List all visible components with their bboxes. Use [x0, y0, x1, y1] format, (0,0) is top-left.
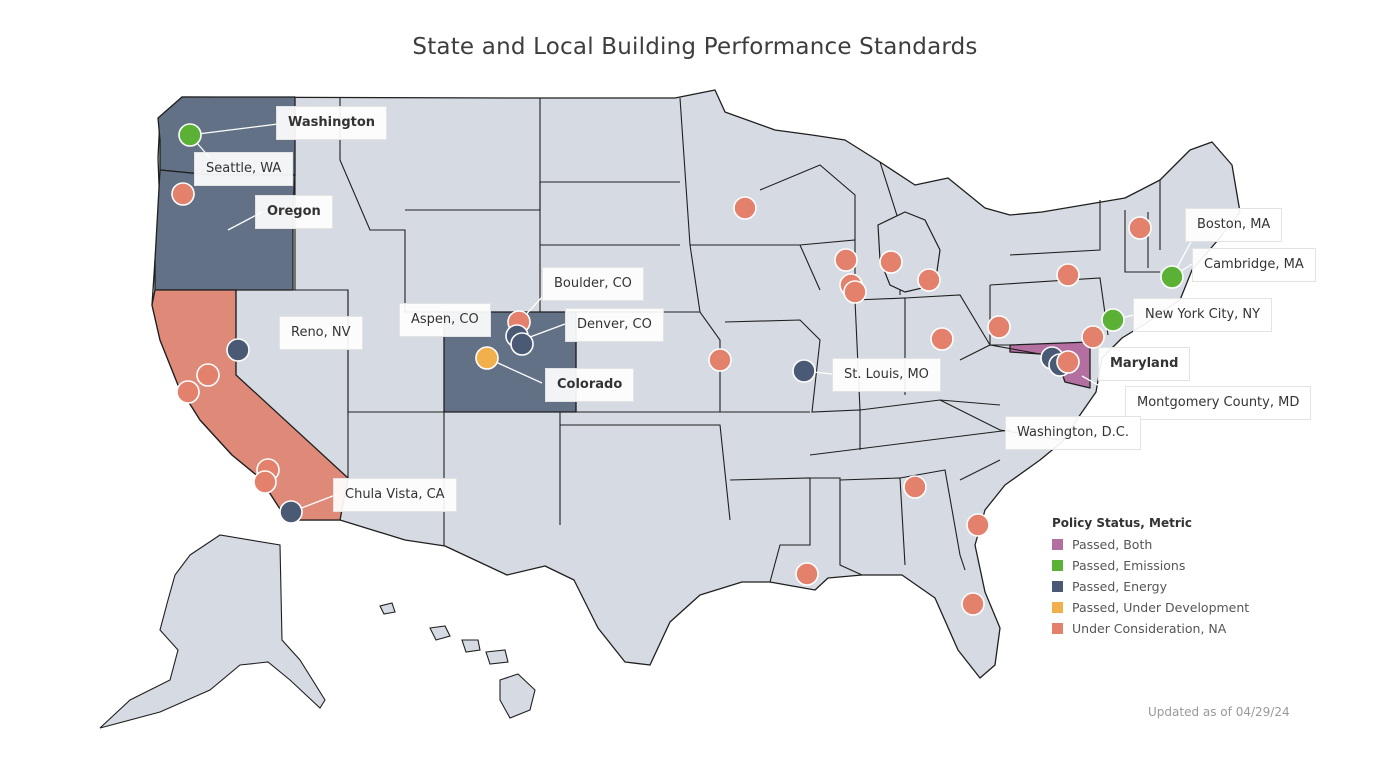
- legend: Policy Status, Metric Passed, Both Passe…: [1052, 516, 1249, 639]
- legend-label: Passed, Emissions: [1072, 558, 1186, 573]
- label-washington: Washington: [276, 106, 388, 140]
- marker-consideration: [795, 562, 819, 586]
- label-boston: Boston, MA: [1185, 208, 1283, 242]
- updated-note: Updated as of 04/29/24: [1148, 705, 1290, 719]
- label-aspen: Aspen, CO: [399, 303, 491, 337]
- label-denver: Denver, CO: [565, 308, 664, 342]
- marker-consideration: [1056, 263, 1080, 287]
- label-chula-vista: Chula Vista, CA: [333, 478, 457, 512]
- legend-item: Passed, Under Development: [1052, 597, 1249, 618]
- legend-label: Passed, Energy: [1072, 579, 1167, 594]
- marker-consideration: [171, 182, 195, 206]
- marker-consideration: [843, 280, 867, 304]
- marker-seattle: [178, 123, 202, 147]
- marker-consideration: [708, 348, 732, 372]
- label-dc: Washington, D.C.: [1005, 416, 1142, 450]
- legend-swatch: [1052, 560, 1063, 571]
- marker-consideration: [253, 470, 277, 494]
- legend-swatch: [1052, 581, 1063, 592]
- state-hawaii: [379, 602, 536, 719]
- marker-consideration: [903, 475, 927, 499]
- marker-aspen: [475, 346, 499, 370]
- legend-swatch: [1052, 623, 1063, 634]
- label-st-louis: St. Louis, MO: [832, 358, 941, 392]
- legend-swatch: [1052, 602, 1063, 613]
- marker-consideration: [987, 315, 1011, 339]
- label-montgomery: Montgomery County, MD: [1125, 386, 1312, 420]
- marker-cambridge: [1160, 265, 1184, 289]
- marker-nyc: [1101, 308, 1125, 332]
- label-boulder: Boulder, CO: [542, 267, 644, 301]
- marker-consideration: [1056, 350, 1080, 374]
- legend-label: Passed, Both: [1072, 537, 1153, 552]
- marker-denver-2: [510, 332, 534, 356]
- label-colorado: Colorado: [545, 368, 635, 402]
- label-maryland: Maryland: [1098, 347, 1191, 381]
- marker-chula-vista: [279, 500, 303, 524]
- marker-consideration: [1081, 325, 1105, 349]
- marker-consideration: [966, 513, 990, 537]
- map-title: State and Local Building Performance Sta…: [412, 34, 978, 60]
- label-oregon: Oregon: [255, 195, 333, 229]
- legend-title: Policy Status, Metric: [1052, 516, 1192, 530]
- city-markers: [171, 123, 1184, 616]
- label-cambridge: Cambridge, MA: [1192, 248, 1316, 282]
- marker-st-louis: [792, 359, 816, 383]
- state-california: [151, 289, 349, 521]
- label-seattle: Seattle, WA: [194, 152, 294, 186]
- marker-reno: [226, 338, 250, 362]
- legend-item: Passed, Energy: [1052, 576, 1249, 597]
- legend-item: Passed, Emissions: [1052, 555, 1249, 576]
- state-alaska: [99, 534, 326, 729]
- label-nyc: New York City, NY: [1133, 298, 1273, 332]
- marker-consideration: [930, 327, 954, 351]
- marker-consideration: [879, 250, 903, 274]
- legend-item: Passed, Both: [1052, 534, 1249, 555]
- marker-consideration: [834, 248, 858, 272]
- legend-swatch: [1052, 539, 1063, 550]
- label-reno: Reno, NV: [279, 316, 363, 350]
- legend-label: Passed, Under Development: [1072, 600, 1250, 615]
- marker-consideration: [917, 268, 941, 292]
- marker-boston: [1128, 216, 1152, 240]
- marker-consideration: [733, 196, 757, 220]
- legend-label: Under Consideration, NA: [1072, 621, 1227, 636]
- marker-consideration: [176, 380, 200, 404]
- state-borders: [235, 97, 1161, 583]
- legend-item: Under Consideration, NA: [1052, 618, 1249, 639]
- marker-consideration: [196, 363, 220, 387]
- marker-consideration: [961, 592, 985, 616]
